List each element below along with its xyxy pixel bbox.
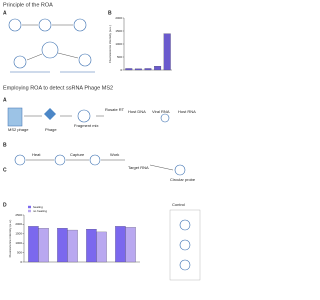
bar (96, 231, 107, 263)
bar (144, 68, 152, 71)
label: Capture (70, 152, 85, 157)
y-tick-label: 1000 (15, 241, 22, 245)
label: Rosate RT (105, 107, 125, 112)
section-title: Employing ROA to detect ssRNA Phage MS2 (3, 85, 113, 91)
label: MS2 phage (8, 127, 29, 132)
label: Host RNA (178, 109, 196, 114)
y-tick-label: 1500 (115, 29, 122, 33)
y-axis-label: Fluorescence intensity (a.u.) (108, 25, 112, 63)
workflow-diagram (7, 107, 201, 281)
panel-letter: D (3, 202, 7, 208)
figure: Principle of the ROA A B Employing ROA t… (3, 2, 201, 281)
label: Viral RNA (152, 109, 170, 114)
y-tick-label: 1000 (115, 42, 122, 46)
y-tick-label: 2000 (115, 16, 122, 20)
y-tick-label: 1500 (15, 232, 22, 236)
bar (125, 68, 133, 71)
label: Phage (45, 127, 57, 132)
bar (125, 227, 136, 263)
legend-swatch (28, 205, 31, 209)
panel-letter: A (3, 97, 7, 103)
legend-swatch (28, 209, 31, 213)
y-tick-label: 0 (20, 260, 22, 264)
panel-letter: C (3, 167, 7, 173)
y-axis-label: Fluorescence intensity (a.u.) (8, 220, 12, 258)
y-tick-label: 500 (17, 250, 22, 254)
y-tick-label: 2500 (15, 213, 22, 217)
y-tick-label: 2000 (15, 222, 22, 226)
panel-letter: B (108, 10, 112, 16)
legend-label: no heating (33, 209, 47, 213)
label: Work (110, 152, 119, 157)
y-tick-label: 500 (117, 55, 122, 59)
bar (86, 229, 97, 263)
bar (28, 226, 39, 263)
bar (163, 33, 171, 71)
bar (57, 228, 68, 263)
bar (154, 65, 162, 71)
principle-diagram (8, 18, 95, 73)
panel-letter: A (3, 10, 7, 16)
bar (38, 228, 49, 263)
label: Host DNA (128, 109, 146, 114)
legend-label: heating (33, 205, 43, 209)
bar (67, 229, 78, 263)
label: Fragment mix (74, 123, 98, 128)
bar (134, 68, 142, 71)
bar (115, 226, 126, 263)
label: Circular probe (170, 177, 196, 182)
panel-letter: B (3, 142, 7, 148)
label: Target RNA (128, 165, 149, 170)
label: Heat (32, 152, 41, 157)
label: Control (172, 202, 185, 207)
section-title: Principle of the ROA (3, 2, 53, 8)
y-tick-label: 0 (120, 68, 122, 72)
